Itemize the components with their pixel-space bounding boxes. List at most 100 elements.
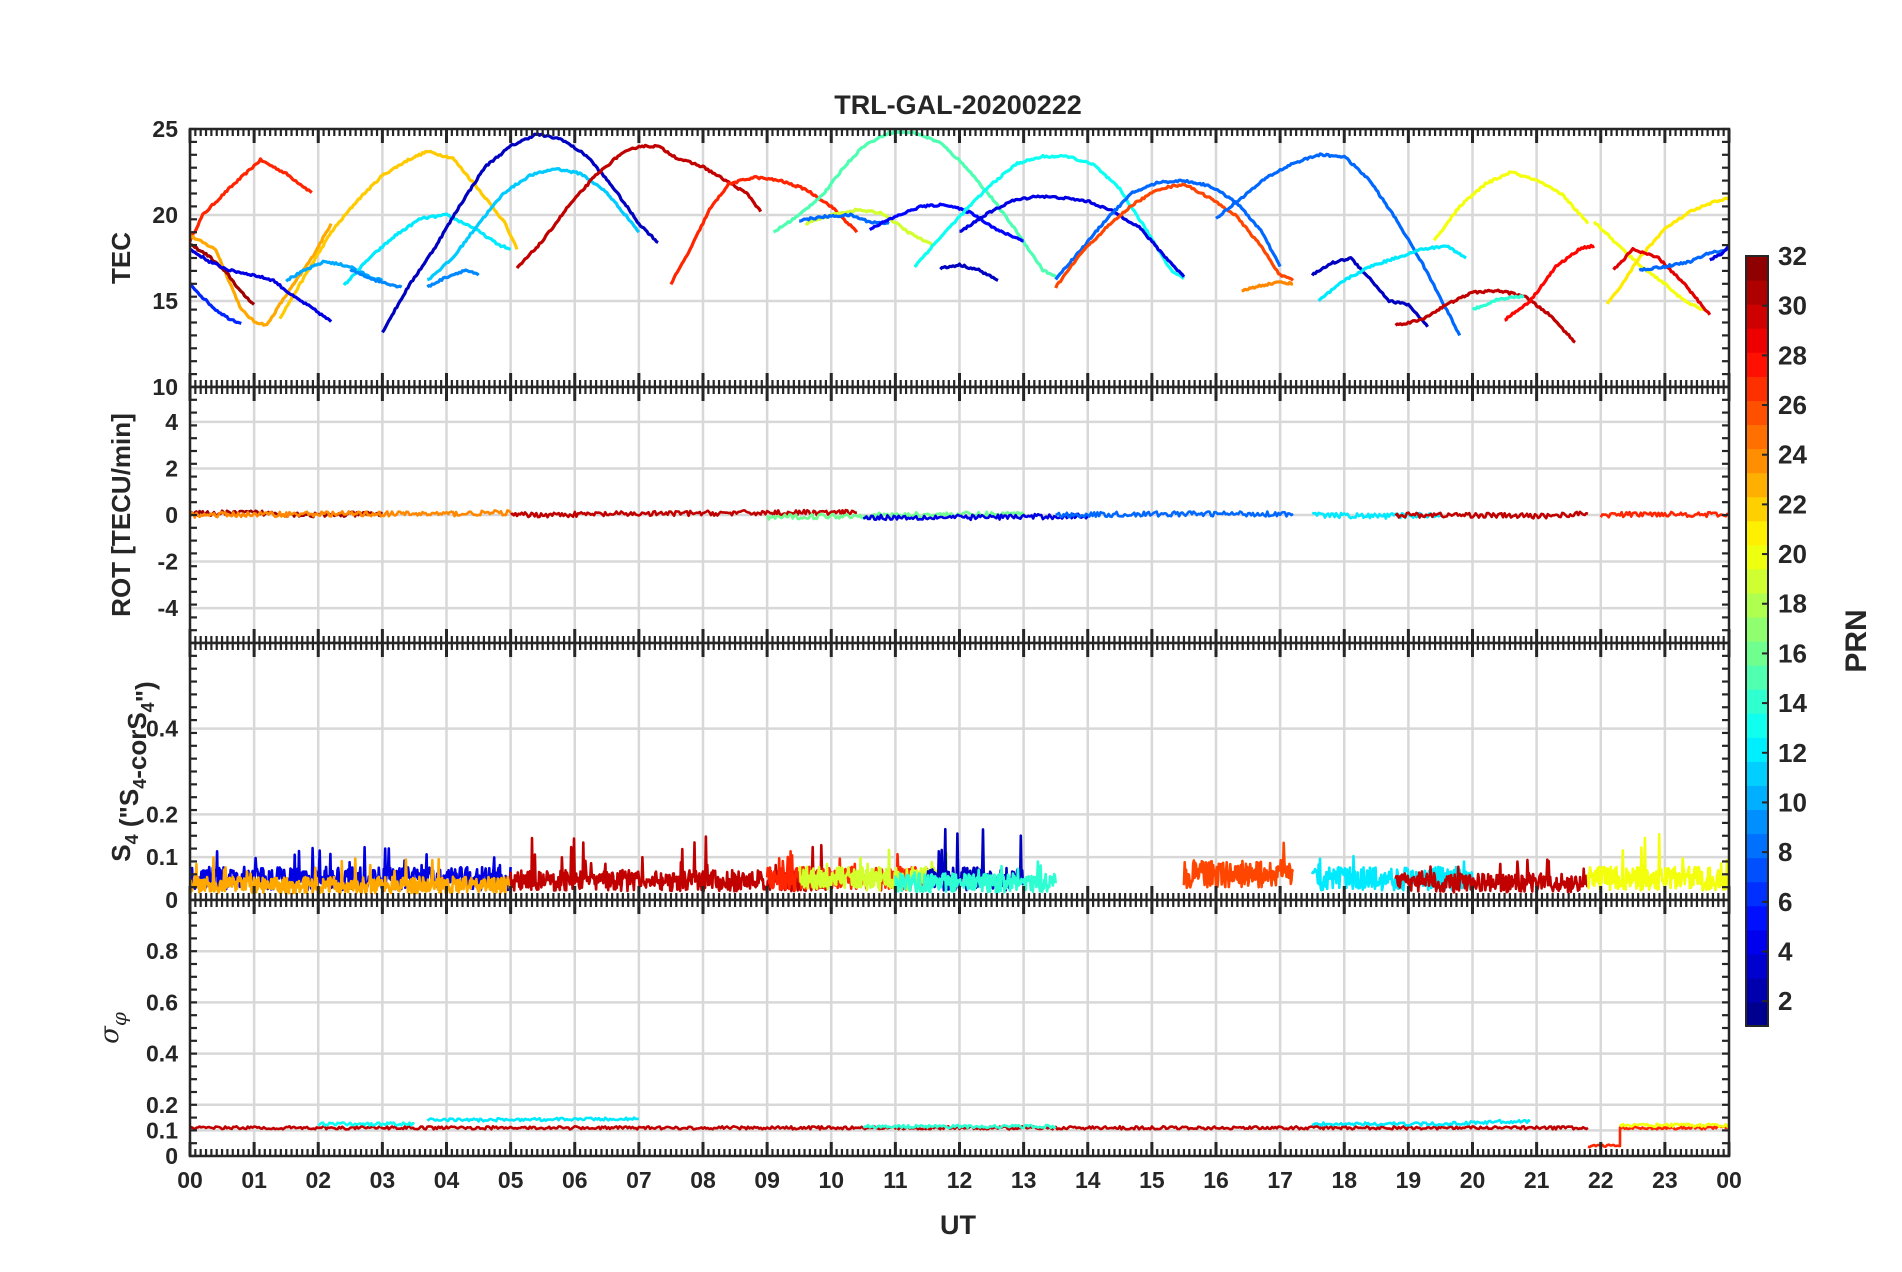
series-line-prn-20 xyxy=(1586,832,1729,892)
x-tick-label: 17 xyxy=(1267,1167,1293,1193)
grid xyxy=(190,643,1729,900)
series-line-prn-20 xyxy=(1592,220,1704,312)
y-tick-label: 20 xyxy=(152,202,178,228)
series-line-prn-13 xyxy=(317,1121,415,1127)
x-tick-label: 05 xyxy=(498,1167,524,1193)
y-tick-label: 10 xyxy=(152,374,178,400)
y-tick-label: 0.1 xyxy=(146,1117,178,1143)
colorbar-segment xyxy=(1746,689,1768,714)
series-line-prn-12 xyxy=(1311,1118,1531,1127)
y-tick-label: 0.4 xyxy=(146,716,178,742)
colorbar-segment xyxy=(1746,977,1768,1003)
y-axis-label: S4 ("S4-corS4") xyxy=(106,681,160,861)
series-line-prn-12 xyxy=(426,1116,639,1123)
series-line-prn-30 xyxy=(1394,510,1589,520)
colorbar-segment xyxy=(1746,424,1768,450)
colorbar-segment xyxy=(1746,376,1768,401)
colorbar-segment xyxy=(1746,592,1768,618)
figure-title: TRL-GAL-20200222 xyxy=(834,90,1082,120)
y-tick-label: 2 xyxy=(165,455,178,481)
x-tick-label: 02 xyxy=(305,1167,331,1193)
colorbar-segment xyxy=(1746,400,1768,426)
x-tick-label: 22 xyxy=(1588,1167,1614,1193)
colorbar-segment xyxy=(1746,280,1768,305)
series-group xyxy=(190,508,1729,522)
y-tick-label: 0.1 xyxy=(146,844,178,870)
series-line-prn-29 xyxy=(1612,247,1712,316)
axes-frame xyxy=(188,898,1731,1158)
colorbar-segment xyxy=(1746,256,1768,281)
series-line-prn-9 xyxy=(426,268,480,289)
panel-S4: 0 0.1 0.2 0.4S4 ("S4-corS4") xyxy=(106,641,1731,913)
grid xyxy=(190,900,1729,1156)
x-tick-label: 14 xyxy=(1075,1167,1101,1193)
x-tick-label: 16 xyxy=(1203,1167,1229,1193)
colorbar-segment xyxy=(1746,665,1768,690)
colorbar-segment xyxy=(1746,616,1768,642)
series-line-prn-8 xyxy=(1638,247,1729,272)
series-line-prn-12 xyxy=(342,212,512,286)
colorbar-segment xyxy=(1746,1001,1768,1027)
y-axis-label: TEC xyxy=(106,232,136,284)
y-tick-label: -4 xyxy=(158,595,179,621)
colorbar-tick-label: 4 xyxy=(1778,936,1793,966)
series-line-prn-28 xyxy=(1504,243,1596,322)
colorbar-tick-label: 6 xyxy=(1778,887,1792,917)
colorbar-segment xyxy=(1746,905,1768,931)
series-line-prn-21 xyxy=(1605,196,1729,305)
x-tick-label: 00 xyxy=(1716,1167,1742,1193)
series-line-prn-23 xyxy=(190,222,333,327)
series-line-prn-20 xyxy=(1432,170,1590,242)
colorbar-segment xyxy=(1746,857,1768,883)
series-line-prn-27 xyxy=(190,157,313,243)
series-line-prn-10 xyxy=(285,259,384,283)
x-tick-label: 21 xyxy=(1524,1167,1550,1193)
colorbar-segment xyxy=(1746,328,1768,353)
x-tick-label: 19 xyxy=(1396,1167,1422,1193)
x-tick-label: 13 xyxy=(1011,1167,1037,1193)
major-ticks xyxy=(188,129,1731,387)
colorbar-segment xyxy=(1746,881,1768,907)
series-line-prn-13 xyxy=(913,153,1185,280)
y-axis-label: ROT [TECU/min] xyxy=(106,413,136,617)
colorbar-segment xyxy=(1746,809,1768,835)
series-line-prn-4 xyxy=(959,194,1186,278)
y-tick-label: 0.8 xyxy=(146,938,178,964)
series-line-prn-3 xyxy=(1310,256,1429,328)
series-line-prn-24 xyxy=(190,509,512,519)
colorbar-tick-label: 14 xyxy=(1778,688,1807,718)
colorbar-tick-label: 12 xyxy=(1778,738,1807,768)
series-line-prn-5 xyxy=(868,202,1024,243)
series-line-prn-24 xyxy=(1241,280,1294,293)
x-tick-label: 06 xyxy=(562,1167,588,1193)
series-line-prn-4 xyxy=(190,247,333,323)
series-line-prn-30 xyxy=(510,508,857,519)
y-tick-label: 0.2 xyxy=(146,801,178,827)
series-line-prn-27 xyxy=(1599,510,1729,519)
x-tick-label: 10 xyxy=(818,1167,844,1193)
x-tick-label: 04 xyxy=(434,1167,460,1193)
series-line-prn-8 xyxy=(1055,510,1294,519)
series-line-prn-22 xyxy=(278,149,519,320)
colorbar-segment xyxy=(1746,496,1768,522)
series-line-prn-14 xyxy=(1471,294,1525,311)
colorbar-tick-label: 26 xyxy=(1778,390,1807,420)
series-line-prn-8 xyxy=(1054,178,1282,281)
series-line-prn-30 xyxy=(515,143,763,270)
x-tick-label: 03 xyxy=(370,1167,396,1193)
series-line-prn-20 xyxy=(1618,1122,1729,1129)
series-line-prn-12 xyxy=(1317,244,1467,302)
colorbar-frame xyxy=(1745,255,1769,1027)
x-tick-label: 07 xyxy=(626,1167,652,1193)
y-tick-label: 0 xyxy=(165,502,178,528)
series-line-prn-30 xyxy=(1394,858,1590,894)
colorbar-segment xyxy=(1746,568,1768,594)
colorbar-segment xyxy=(1746,761,1768,786)
series-line-prn-26 xyxy=(1054,182,1295,289)
series-group xyxy=(190,827,1729,895)
x-tick-label: 09 xyxy=(754,1167,780,1193)
series-line-prn-14 xyxy=(894,860,1057,894)
x-tick-label: 00 xyxy=(177,1167,203,1193)
